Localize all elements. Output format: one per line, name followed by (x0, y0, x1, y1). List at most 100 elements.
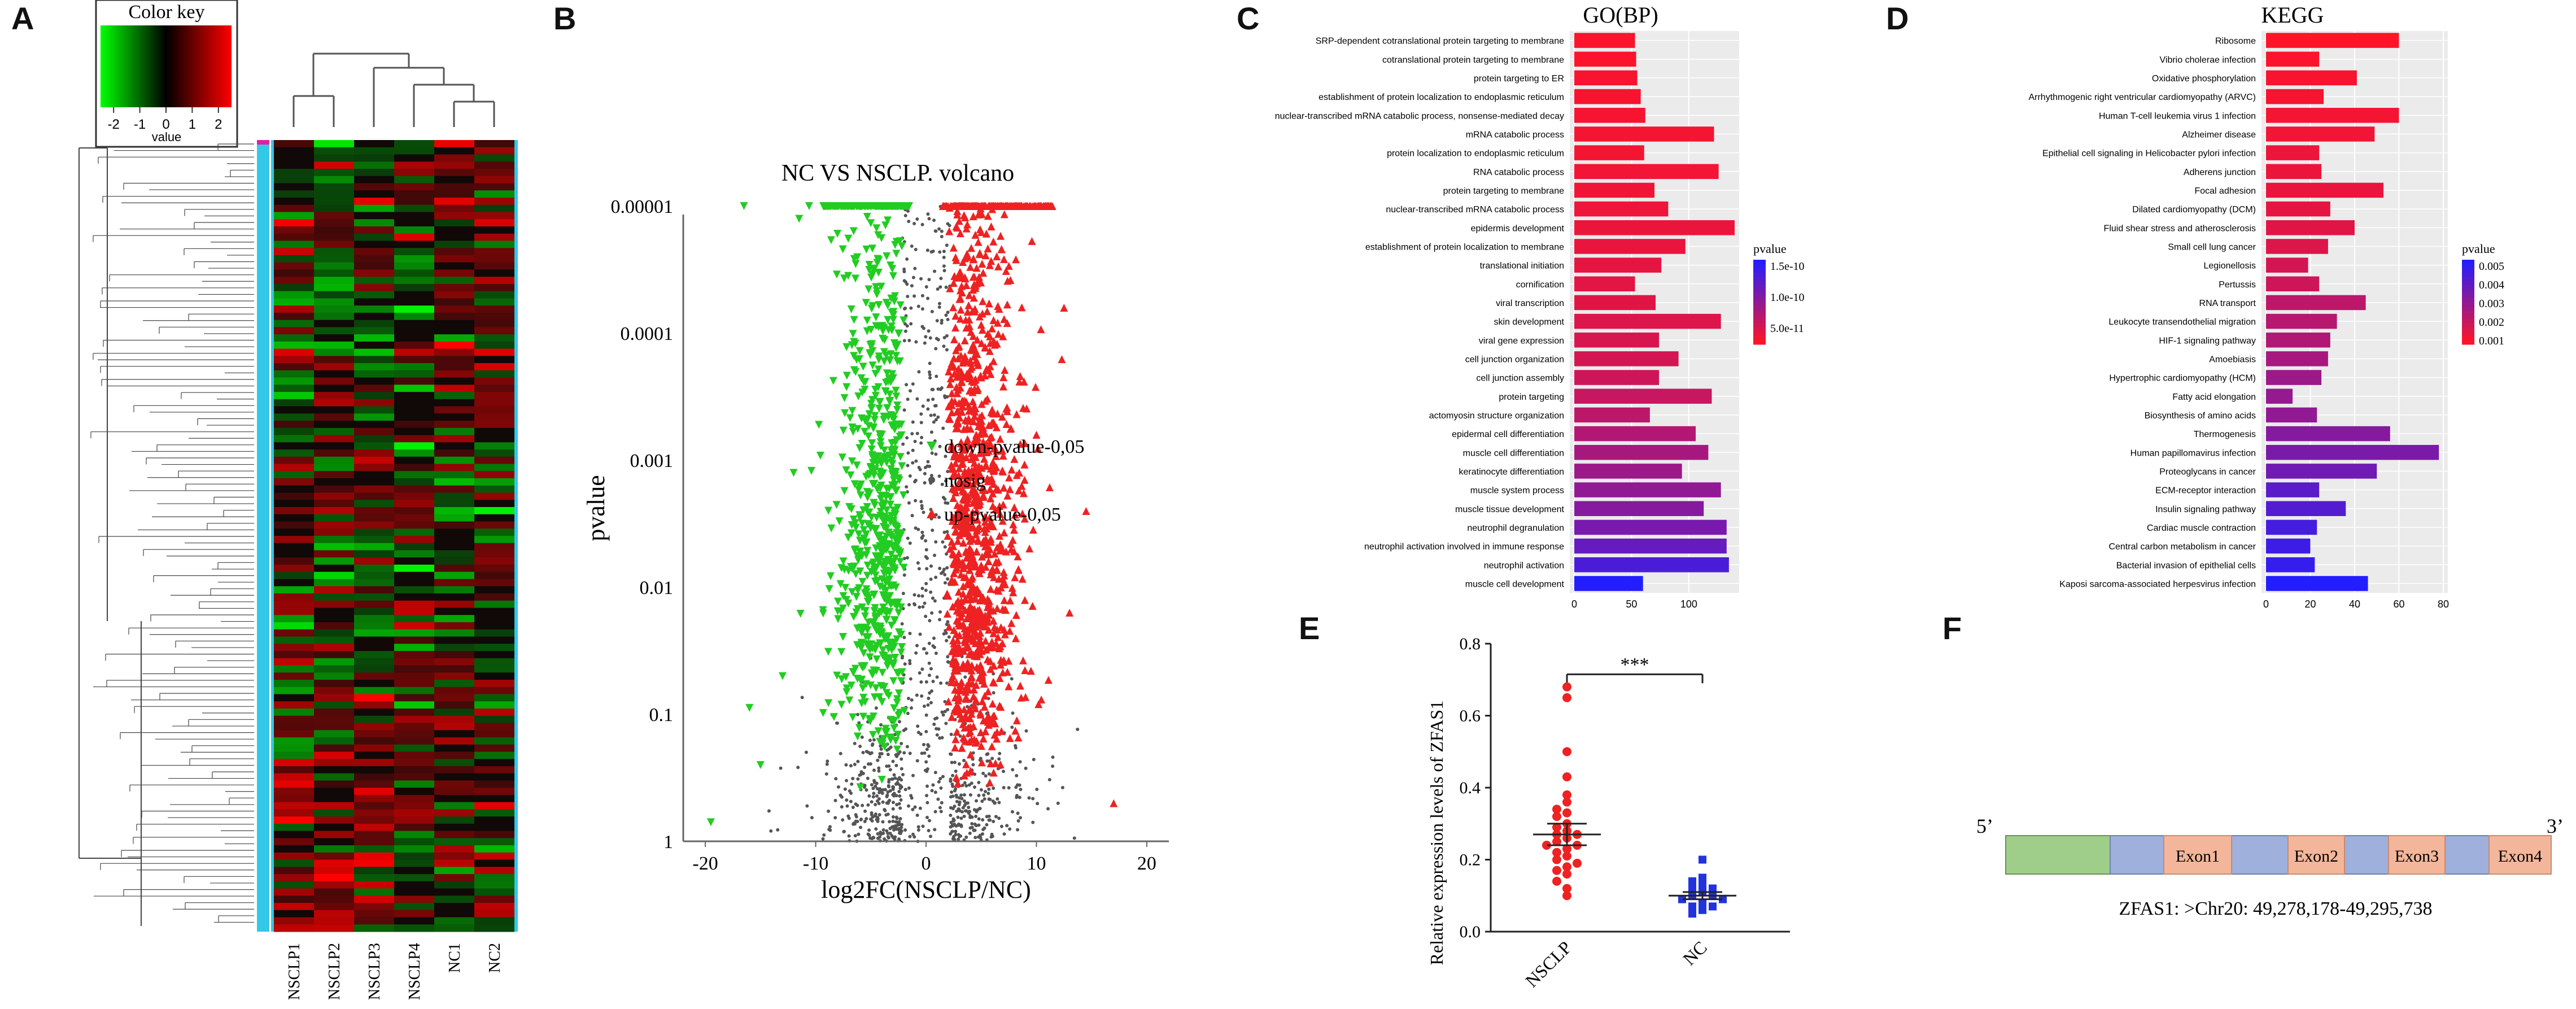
heatmap-cell (314, 507, 355, 515)
up-point (951, 565, 960, 574)
kegg-category-label: Central carbon metabolism in cancer (2108, 542, 2256, 552)
down-point (859, 534, 868, 543)
heatmap-cell (274, 687, 315, 694)
heatmap-cell (314, 291, 355, 299)
legend-marker (928, 477, 935, 483)
nosig-point (821, 837, 825, 841)
down-point (877, 234, 886, 242)
nosig-point (934, 347, 938, 351)
nosig-point (903, 322, 907, 326)
go-bp-title: GO(BP) (1583, 2, 1658, 28)
up-point (986, 440, 995, 448)
down-point (857, 491, 865, 500)
heatmap-cell (274, 147, 315, 155)
heatmap-cell (314, 312, 355, 321)
heatmap-cell (474, 881, 515, 889)
nosig-point (952, 818, 956, 822)
nosig-point (945, 639, 949, 643)
kegg-legend-tick: 0.002 (2479, 316, 2504, 329)
up-point (989, 458, 997, 466)
heatmap-cell (394, 536, 435, 544)
nsclp-point (1562, 790, 1571, 800)
go-bp-legend-gradient (1753, 331, 1766, 337)
nosig-point (919, 680, 923, 684)
heatmap-cell (434, 528, 475, 536)
nc-point (1688, 902, 1696, 911)
go-bp-category-label: RNA catabolic process (1473, 168, 1564, 177)
heatmap-column-label: NC2 (486, 943, 504, 973)
up-point (963, 250, 971, 258)
up-point (975, 210, 984, 219)
heatmap-cell (434, 277, 475, 285)
up-point (986, 332, 994, 340)
up-point (1009, 588, 1018, 597)
kegg-legend-gradient (2462, 302, 2474, 307)
up-point (967, 202, 975, 210)
nosig-point (932, 636, 936, 640)
heatmap-cell (394, 464, 435, 471)
heatmap-cell (394, 226, 435, 234)
nosig-point (938, 610, 942, 614)
nosig-point (982, 793, 986, 797)
up-point (962, 324, 971, 332)
down-point (805, 202, 813, 210)
down-point (884, 216, 892, 225)
heatmap-cell (274, 867, 315, 875)
down-point (854, 425, 862, 433)
down-point (837, 564, 846, 573)
nosig-point (968, 814, 972, 818)
up-point (978, 697, 986, 705)
nosig-point (853, 762, 857, 766)
nosig-point (970, 781, 973, 785)
down-point (795, 215, 804, 223)
down-point (837, 675, 846, 683)
nosig-point (888, 820, 892, 824)
nosig-point (987, 772, 991, 776)
go-bp-category-label: cotranslational protein targeting to mem… (1382, 55, 1564, 65)
nosig-point (849, 764, 853, 768)
nosig-point (960, 797, 964, 801)
volcano-y-tick-label: 1 (663, 832, 673, 853)
nosig-point (924, 285, 928, 289)
nsclp-point (1562, 797, 1571, 807)
volcano-points (706, 202, 1118, 843)
go-bp-bar (1574, 426, 1696, 442)
down-point (875, 558, 883, 566)
nosig-point (924, 713, 928, 717)
nosig-point (942, 264, 946, 268)
up-point (1007, 465, 1016, 474)
nosig-point (877, 802, 881, 806)
dotplot-chart: 0.00.20.40.60.8***NSCLP NC (1460, 635, 1790, 991)
volcano-x-tick-label: 0 (922, 853, 931, 874)
up-point (989, 678, 997, 686)
heatmap-cell (394, 334, 435, 342)
up-point (950, 706, 959, 714)
exon-block (2287, 835, 2345, 875)
nosig-point (776, 828, 780, 832)
up-point (946, 284, 954, 292)
nosig-point (857, 721, 861, 725)
nosig-point (868, 739, 872, 742)
down-point (842, 673, 850, 682)
volcano-x-tick-label: -10 (803, 853, 828, 874)
nosig-point (903, 213, 907, 217)
nosig-point (915, 759, 919, 763)
up-point (1029, 526, 1037, 534)
kegg-bar (2266, 145, 2320, 160)
heatmap-cell (394, 168, 435, 177)
nosig-point (928, 336, 932, 340)
down-point (866, 470, 875, 478)
up-point (955, 464, 963, 473)
up-point (999, 373, 1008, 382)
heatmap-cell (354, 507, 395, 515)
heatmap-cell (474, 579, 515, 587)
down-point (890, 292, 899, 300)
go-bp-legend-gradient (1753, 272, 1766, 277)
nosig-point (877, 766, 881, 770)
up-point (1009, 520, 1018, 528)
nosig-point (835, 721, 839, 725)
heatmap-cell (354, 456, 395, 465)
nosig-point (924, 335, 928, 339)
up-point (956, 503, 964, 511)
nosig-point (891, 836, 895, 840)
